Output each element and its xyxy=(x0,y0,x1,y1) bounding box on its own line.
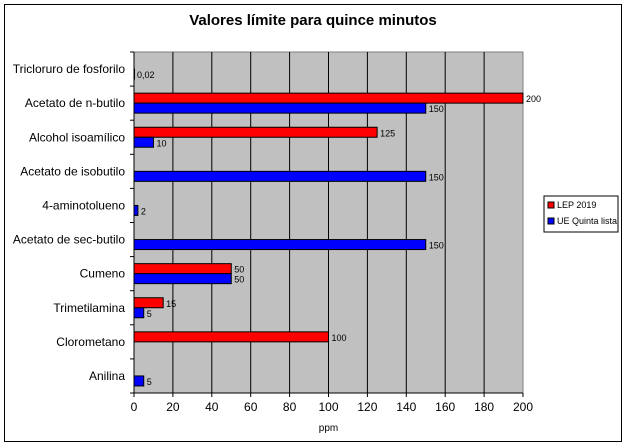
data-label: 100 xyxy=(332,333,347,343)
bar-ue-quinta-lista xyxy=(133,273,232,285)
legend-swatch xyxy=(547,217,555,225)
data-label: 5 xyxy=(147,309,152,319)
x-tick-label: 80 xyxy=(283,400,297,414)
data-label: 150 xyxy=(429,241,444,251)
x-tick-label: 120 xyxy=(357,400,377,414)
data-label: 50 xyxy=(234,265,244,275)
x-tick-label: 140 xyxy=(396,400,416,414)
y-tick-label: Tricloruro de fosforilo xyxy=(13,62,126,76)
bar-ue-quinta-lista xyxy=(133,204,139,216)
x-tick-label: 60 xyxy=(244,400,258,414)
data-label: 5 xyxy=(147,377,152,387)
bar-lep-2019 xyxy=(133,92,524,104)
y-tick-label: Cumeno xyxy=(80,267,126,281)
bar-lep-2019 xyxy=(133,297,164,309)
y-tick-label: 4-aminotolueno xyxy=(42,198,125,212)
data-label: 0,02 xyxy=(137,70,155,80)
x-tick-label: 40 xyxy=(205,400,219,414)
bar-ue-quinta-lista xyxy=(133,375,145,387)
bar-ue-quinta-lista xyxy=(133,170,427,182)
chart-title: Valores límite para quince minutos xyxy=(189,12,437,29)
data-label: 150 xyxy=(429,172,444,182)
bar-lep-2019 xyxy=(133,263,232,275)
legend-label: LEP 2019 xyxy=(557,200,596,210)
bar-ue-quinta-lista xyxy=(133,136,154,148)
x-tick-label: 200 xyxy=(513,400,533,414)
bar-ue-quinta-lista xyxy=(133,68,135,80)
bar-lep-2019 xyxy=(133,331,329,343)
y-tick-label: Anilina xyxy=(89,369,125,383)
bar-ue-quinta-lista xyxy=(133,102,427,114)
bar-lep-2019 xyxy=(133,126,378,138)
y-tick-label: Acetato de isobutilo xyxy=(20,164,125,178)
x-tick-label: 0 xyxy=(131,400,138,414)
y-tick-label: Acetato de n-butilo xyxy=(25,96,125,110)
y-tick-label: Acetato de sec-butilo xyxy=(13,233,125,247)
y-tick-label: Alcohol isoamílico xyxy=(29,130,125,144)
legend-swatch xyxy=(547,201,555,209)
x-tick-label: 20 xyxy=(166,400,180,414)
x-tick-label: 160 xyxy=(435,400,455,414)
x-axis-label: ppm xyxy=(319,423,338,434)
data-label: 125 xyxy=(380,128,395,138)
bar-ue-quinta-lista xyxy=(133,239,427,251)
data-label: 200 xyxy=(526,94,541,104)
x-tick-label: 100 xyxy=(318,400,338,414)
data-label: 2 xyxy=(141,206,146,216)
y-tick-label: Trimetilamina xyxy=(53,301,125,315)
data-label: 15 xyxy=(166,299,176,309)
legend-label: UE Quinta lista xyxy=(557,216,617,226)
x-tick-label: 180 xyxy=(474,400,494,414)
data-label: 10 xyxy=(156,138,166,148)
legend xyxy=(543,195,619,233)
y-tick-label: Clorometano xyxy=(56,335,125,349)
bar-ue-quinta-lista xyxy=(133,307,145,319)
data-label: 50 xyxy=(234,275,244,285)
data-label: 150 xyxy=(429,104,444,114)
